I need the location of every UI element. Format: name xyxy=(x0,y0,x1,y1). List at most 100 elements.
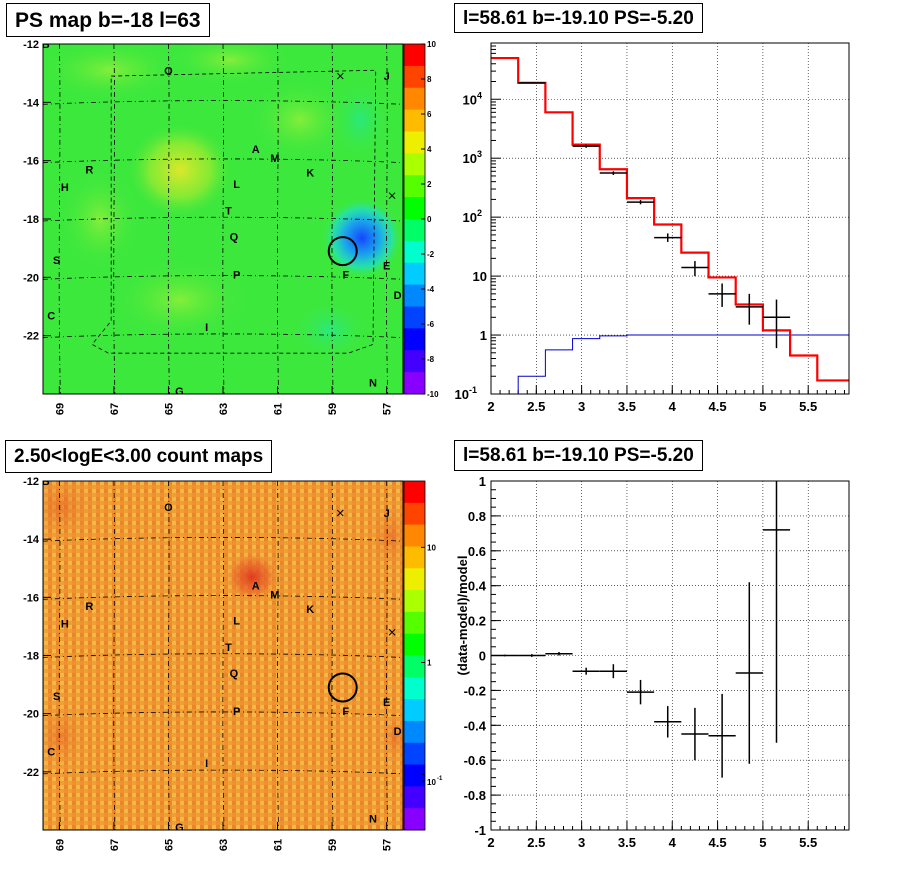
colorbar-label: -10 xyxy=(427,390,439,399)
source-label: O xyxy=(164,502,173,514)
source-label: I xyxy=(205,322,208,334)
source-label: D xyxy=(394,290,402,302)
y-tick-label: -16 xyxy=(23,592,39,604)
y-tick-label: -22 xyxy=(23,767,39,779)
source-label: F xyxy=(342,706,349,718)
x-tick-label: 69 xyxy=(54,839,66,851)
y-tick-label: -0.2 xyxy=(464,683,486,698)
source-label: S xyxy=(53,255,60,267)
grid-line-longitude xyxy=(276,44,279,394)
y-tick-label: -18 xyxy=(23,214,39,226)
x-tick-label: 57 xyxy=(382,403,394,415)
colorbar-band xyxy=(404,677,425,700)
roi-boundary xyxy=(91,69,377,354)
colorbar-label: 10 xyxy=(427,778,436,787)
point-source-circle xyxy=(327,236,358,267)
y-tick-label: 1 xyxy=(479,474,486,489)
x-tick-label: 2 xyxy=(487,399,494,414)
x-tick-label: 5 xyxy=(759,399,766,414)
colorbar-label: -8 xyxy=(427,355,435,364)
y-tick-label: -18 xyxy=(23,651,39,663)
x-tick-label: 4.5 xyxy=(709,399,727,414)
y-tick-label: -0.4 xyxy=(464,718,487,733)
x-tick-label: 5.5 xyxy=(799,835,817,850)
data-point xyxy=(681,261,709,277)
residual-point xyxy=(681,707,709,761)
ps-map-overlay: B O J AM K R H L T Q S P F E D C I N G xyxy=(43,44,403,394)
colorbar-label: 1 xyxy=(427,658,432,667)
grid-line-latitude xyxy=(43,158,403,164)
colorbar-label: 10 xyxy=(427,543,436,552)
colorbar-band xyxy=(404,655,425,678)
colorbar-band xyxy=(404,197,425,220)
grid-line-latitude xyxy=(43,216,403,222)
grid-line-latitude xyxy=(43,769,403,775)
source-label: K xyxy=(306,167,314,179)
source-marker xyxy=(336,72,344,80)
ps-map-colorbar: 10 8 6 4 2 0 -2 -4 -6 -8 -10 xyxy=(403,40,439,399)
y-tick-label: 102 xyxy=(463,208,482,225)
ps-map-hotspot xyxy=(130,125,230,215)
y-tick-label: -12 xyxy=(23,39,39,51)
residual-panel: 2 2.5 3 3.5 4 4.5 5 5.5 1 0.8 0.6 0.4 0.2 0 -0.2 -0.4 -0… xyxy=(449,437,898,875)
ps-map-title: PS map b=-18 l=63 xyxy=(6,3,210,37)
source-label: B xyxy=(42,476,50,488)
grid-line-latitude xyxy=(43,275,403,280)
colorbar-band xyxy=(404,786,425,809)
source-label: L xyxy=(233,616,240,628)
grid-line-longitude xyxy=(386,44,389,394)
source-label: S xyxy=(53,691,60,703)
residual-point xyxy=(762,481,791,743)
residual-point xyxy=(599,664,627,679)
y-tick-label: -20 xyxy=(23,272,39,284)
spectrum-panel: 2 2.5 3 3.5 4 4.5 5 5.5 10-1 1 10 102 103 104 l=58.61… xyxy=(449,0,898,437)
colorbar-label: 10 xyxy=(427,40,436,49)
y-tick-label: -1 xyxy=(474,823,486,838)
ps-map-svg: B O J AM K R H L T Q S P F E D C I N G 69 67 65 63 61 59 57 -12 -1… xyxy=(23,39,439,415)
residual-point xyxy=(491,654,519,657)
colorbar-frame xyxy=(403,480,426,831)
colorbar-band xyxy=(404,350,425,373)
x-tick-label: 3 xyxy=(578,835,585,850)
source-label: J xyxy=(384,71,390,83)
data-point xyxy=(518,82,546,84)
source-label: E xyxy=(383,261,390,273)
residual-point xyxy=(708,693,736,778)
colorbar-band xyxy=(404,284,425,307)
source-label: C xyxy=(47,310,55,322)
y-tick-label: -14 xyxy=(23,534,40,546)
grid-line-latitude xyxy=(43,595,403,600)
plot-frame xyxy=(490,42,850,395)
colorbar-band xyxy=(404,131,425,154)
x-tick-label: 59 xyxy=(327,839,339,851)
y-tick-label: -22 xyxy=(23,331,39,343)
source-label: P xyxy=(233,706,240,718)
x-tick-label: 3 xyxy=(578,399,585,414)
x-tick-label: 3.5 xyxy=(618,399,636,414)
source-label: I xyxy=(205,758,208,770)
colorbar-band xyxy=(404,109,425,132)
x-tick-label: 57 xyxy=(382,839,394,851)
source-label: T xyxy=(225,205,232,217)
x-tick-label: 2.5 xyxy=(527,835,545,850)
ps-map-axes: 69 67 65 63 61 59 57 -12 -14 -16 -18 -20 -22 xyxy=(23,39,394,415)
source-label: E xyxy=(383,697,390,709)
residual-title: l=58.61 b=-19.10 PS=-5.20 xyxy=(454,440,703,471)
colorbar-label: -6 xyxy=(427,320,435,329)
source-label: P xyxy=(233,269,240,281)
colorbar-band xyxy=(404,219,425,242)
data-point xyxy=(572,144,600,148)
colorbar-band xyxy=(404,44,425,67)
source-label: R xyxy=(85,164,93,176)
y-tick-label: 103 xyxy=(463,149,482,166)
colorbar-band xyxy=(404,524,425,547)
ps-model-histogram xyxy=(491,334,849,395)
point-source-circle xyxy=(327,672,358,703)
grid-line-longitude xyxy=(113,44,116,394)
grid-line-latitude xyxy=(43,333,403,339)
source-label: O xyxy=(164,65,173,77)
source-label: A xyxy=(252,581,260,593)
colorbar-band xyxy=(404,372,425,395)
